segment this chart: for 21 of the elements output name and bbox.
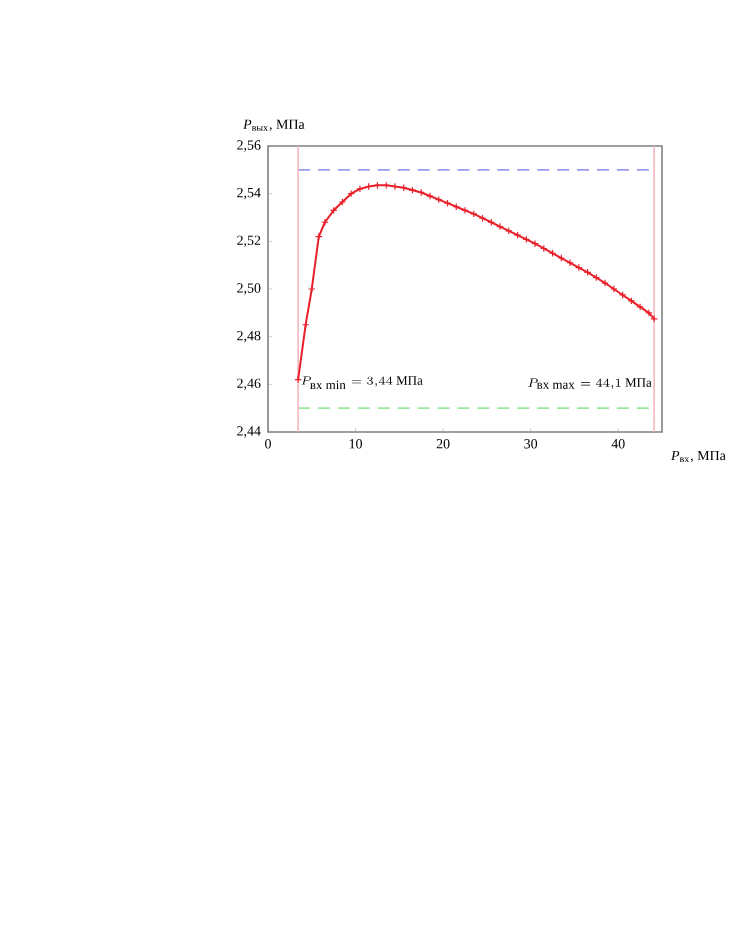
point <box>496 222 504 231</box>
point <box>618 291 627 299</box>
point <box>531 239 539 248</box>
point <box>636 303 644 311</box>
point <box>321 218 329 227</box>
point <box>356 185 364 193</box>
annotation: $P_{\textrm{вх max}} = 44{,}1\ \textrm{МПа}$ <box>528 378 652 390</box>
point <box>566 258 574 267</box>
annotation: $P_{\textrm{вх min}} = 3{,}44\ \textrm{МПа}$ <box>301 376 423 390</box>
point <box>645 309 653 317</box>
point <box>513 231 522 239</box>
point <box>469 210 478 218</box>
point <box>426 192 434 200</box>
point <box>601 279 609 287</box>
point <box>408 186 417 194</box>
point <box>307 285 316 293</box>
point <box>557 254 566 262</box>
point <box>461 206 469 215</box>
point <box>627 297 636 305</box>
point <box>338 198 347 206</box>
point <box>610 285 618 293</box>
